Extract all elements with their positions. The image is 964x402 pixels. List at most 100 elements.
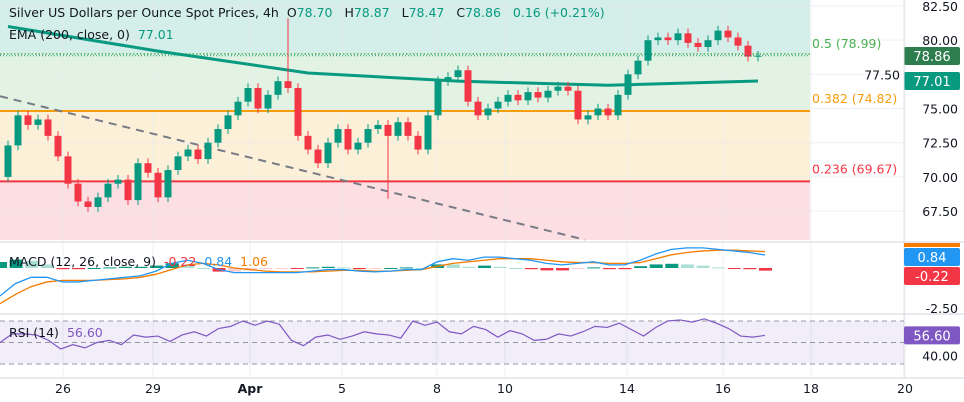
time-tick: Apr xyxy=(238,381,264,396)
price-tick: 67.50 xyxy=(922,204,958,219)
rsi-badge-bg xyxy=(904,326,960,345)
candle-body xyxy=(174,156,182,171)
macd-badge: 0.84 xyxy=(918,251,947,266)
candle-body xyxy=(734,37,742,46)
time-tick: 5 xyxy=(338,381,346,396)
macd-histogram-bar xyxy=(415,268,429,269)
candle-body xyxy=(624,74,632,95)
candle-body xyxy=(64,156,72,184)
last-price-badge-bg xyxy=(904,47,960,65)
symbol-title: Silver US Dollars per Ounce Spot Prices,… xyxy=(9,5,279,20)
candle-body xyxy=(654,37,662,41)
candle-body xyxy=(14,115,22,146)
fib-label: 0.382 (74.82) xyxy=(812,91,897,106)
candle-body xyxy=(754,55,762,57)
candle-body xyxy=(694,42,702,48)
main-legend: Silver US Dollars per Ounce Spot Prices,… xyxy=(9,5,609,20)
candle-body xyxy=(434,81,442,116)
candle-body xyxy=(674,33,682,41)
candle-body xyxy=(534,92,542,98)
macd-histogram-bar xyxy=(259,268,273,270)
macd-histogram-bar xyxy=(72,268,86,270)
macd-histogram-bar xyxy=(696,265,710,268)
candle-body xyxy=(204,142,212,160)
rsi-legend[interactable]: RSI (14) 56.60 xyxy=(9,325,107,340)
ema-price-badge: 77.01 xyxy=(913,75,950,90)
macd-histogram-bar xyxy=(524,268,538,270)
macd-histogram-bar xyxy=(509,268,523,269)
candle-body xyxy=(634,60,642,75)
candle-body xyxy=(664,37,672,41)
ema-label: EMA (200, close, 0) xyxy=(9,27,130,42)
candle-body xyxy=(224,115,232,130)
candle-body xyxy=(574,90,582,120)
macd-histogram-bar xyxy=(40,264,54,268)
macd-histogram-bar xyxy=(368,268,382,269)
change-value: 0.16 (+0.21%) xyxy=(512,5,605,20)
macd-histogram-bar xyxy=(384,268,398,269)
candle-body xyxy=(744,45,752,57)
time-tick: 26 xyxy=(55,381,71,396)
macd-histogram-bar xyxy=(634,266,648,268)
rsi-label: RSI (14) xyxy=(9,325,59,340)
time-tick: 29 xyxy=(145,381,161,396)
macd-signal-badge xyxy=(904,243,960,247)
macd-histogram-bar xyxy=(353,268,367,269)
candle-body xyxy=(544,90,552,98)
ema-value: 77.01 xyxy=(137,27,174,42)
last-price-badge: 78.86 xyxy=(913,50,950,65)
candle-body xyxy=(704,40,712,48)
price-tick: 72.50 xyxy=(922,136,958,151)
candle-body xyxy=(684,33,692,43)
candle-body xyxy=(454,70,462,78)
ema-legend[interactable]: EMA (200, close, 0) 77.01 xyxy=(9,27,178,42)
macd-histogram-bar xyxy=(134,266,148,268)
candle-body xyxy=(644,40,652,61)
candle-body xyxy=(284,81,292,89)
candle-body xyxy=(194,149,202,160)
macd-histogram-bar xyxy=(228,268,242,272)
macd-histogram-bar xyxy=(275,268,289,269)
macd-histogram-bar xyxy=(618,268,632,270)
macd-histogram-bar xyxy=(665,263,679,268)
macd-signal-value: 1.06 xyxy=(240,254,268,269)
candle-body xyxy=(714,30,722,41)
macd-badge-bg xyxy=(904,248,960,266)
macd-line xyxy=(0,247,766,297)
candle-body xyxy=(444,77,452,82)
macd-histogram-bar xyxy=(462,266,476,268)
candle-body xyxy=(594,108,602,116)
trendline xyxy=(0,95,586,241)
candle-body xyxy=(474,101,482,116)
macd-histogram-bar xyxy=(321,266,335,268)
macd-histogram-bar xyxy=(103,267,117,269)
candle-body xyxy=(384,124,392,136)
candle-body xyxy=(514,94,522,101)
rsi-line xyxy=(0,318,766,350)
macd-histogram-bar xyxy=(337,267,351,269)
candle-body xyxy=(414,135,422,150)
candle-body xyxy=(184,149,192,157)
macd-histogram-bar xyxy=(759,268,772,271)
candle-body xyxy=(34,119,42,125)
candle-body xyxy=(464,70,472,102)
candle-body xyxy=(244,88,252,102)
candle-body xyxy=(94,197,102,207)
macd-histogram-bar xyxy=(181,264,195,268)
candle-body xyxy=(604,108,612,116)
price-tick: 82.50 xyxy=(922,0,958,14)
time-tick: 20 xyxy=(897,381,913,396)
macd-legend[interactable]: MACD (12, 26, close, 9) -0.22 0.84 1.06 xyxy=(9,254,272,269)
open-value: O78.70 xyxy=(286,5,333,20)
macd-histogram-bar xyxy=(556,268,570,271)
candle-body xyxy=(324,142,332,164)
macd-histogram-bar xyxy=(446,264,460,268)
macd-histogram-bar xyxy=(399,267,413,269)
candle-body xyxy=(294,88,302,136)
candle-body xyxy=(374,124,382,130)
candle-body xyxy=(354,142,362,150)
candle-body xyxy=(134,163,142,201)
macd-hist-value: -0.22 xyxy=(163,254,197,269)
candle-body xyxy=(4,145,12,177)
